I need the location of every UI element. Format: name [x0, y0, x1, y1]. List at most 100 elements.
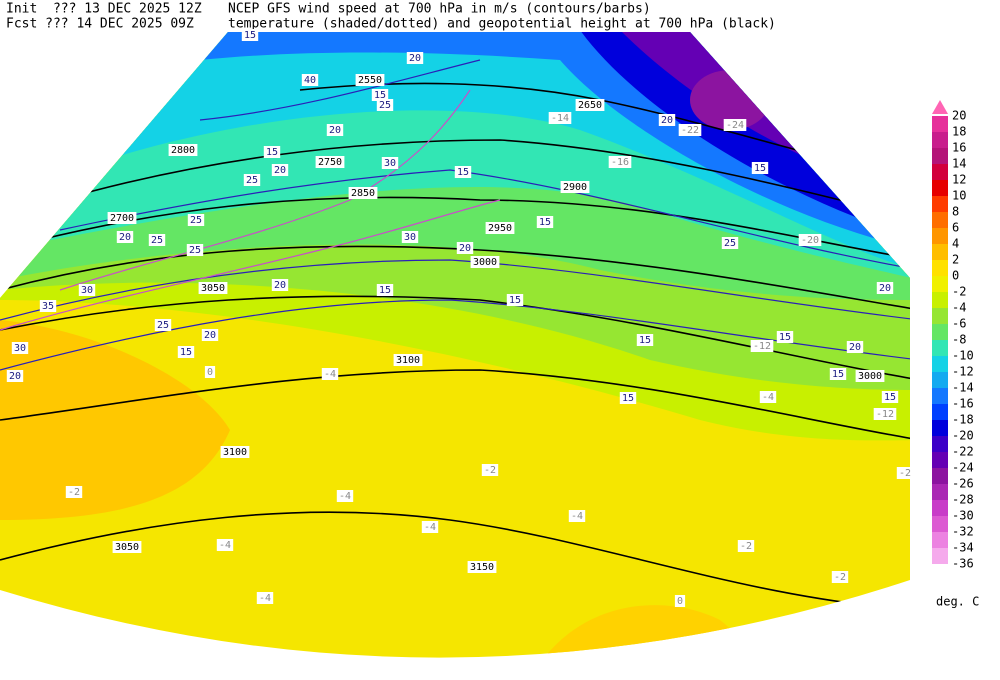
label-box	[896, 467, 914, 479]
temperature-label: -4	[571, 511, 583, 522]
wind-label: 25	[724, 238, 736, 249]
colorbar-tick-label: -8	[952, 333, 966, 347]
label-box	[751, 162, 769, 174]
temperature-label: -20	[801, 235, 819, 246]
wind-label: 20	[9, 371, 21, 382]
label-box	[393, 354, 423, 366]
colorbar-tick-label: -24	[952, 461, 974, 475]
label-box	[355, 74, 385, 86]
wind-label: 25	[246, 175, 258, 186]
colorbar-tick-label: 10	[952, 189, 966, 203]
temperature-label: -2	[68, 487, 80, 498]
label-box	[873, 408, 897, 420]
height-label: 2700	[110, 213, 134, 224]
label-box	[798, 234, 822, 246]
label-box	[846, 341, 864, 353]
colorbar-tick-label: 12	[952, 173, 966, 187]
label-box	[177, 346, 195, 358]
colorbar-swatch	[932, 164, 948, 180]
colorbar-tick-label: -2	[952, 285, 966, 299]
wind-label: 20	[879, 283, 891, 294]
label-box	[421, 521, 439, 533]
label-box	[829, 368, 847, 380]
wind-label: 20	[204, 330, 216, 341]
height-label: 2750	[318, 157, 342, 168]
colorbar-tick-label: 14	[952, 157, 966, 171]
colorbar-tick-label: -16	[952, 397, 974, 411]
colorbar-swatch	[932, 196, 948, 212]
colorbar-swatch	[932, 436, 948, 452]
height-label: 3000	[858, 371, 882, 382]
colorbar-tick-label: 18	[952, 125, 966, 139]
label-box	[336, 490, 354, 502]
colorbar-tick-label: -18	[952, 413, 974, 427]
label-box	[470, 256, 500, 268]
temperature-label: -22	[681, 125, 699, 136]
wind-label: 20	[119, 232, 131, 243]
colorbar-tick-label: 8	[952, 205, 959, 219]
colorbar-tick-label: 20	[952, 109, 966, 123]
label-box	[536, 216, 554, 228]
colorbar-swatch	[932, 292, 948, 308]
label-box	[321, 368, 339, 380]
label-box	[263, 146, 281, 158]
colorbar-swatch	[932, 212, 948, 228]
label-box	[831, 571, 849, 583]
label-box	[78, 284, 96, 296]
height-label: 2650	[578, 100, 602, 111]
temperature-label: -2	[484, 465, 496, 476]
temperature-label: -2	[740, 541, 752, 552]
wind-label: 20	[329, 125, 341, 136]
colorbar-swatch	[932, 260, 948, 276]
wind-label: 25	[151, 235, 163, 246]
colorbar-tick-label: 0	[952, 269, 959, 283]
wind-label: 15	[539, 217, 551, 228]
header-title: NCEP GFS wind speed at 700 hPa in m/s (c…	[228, 2, 651, 17]
colorbar-tick-label: -28	[952, 493, 974, 507]
wind-label: 30	[404, 232, 416, 243]
label-box	[301, 74, 319, 86]
label-box	[271, 164, 289, 176]
colorbar-tick-label: -10	[952, 349, 974, 363]
wind-label: 30	[384, 158, 396, 169]
colorbar-swatch	[932, 276, 948, 292]
wind-label: 15	[639, 335, 651, 346]
wind-label: 15	[457, 167, 469, 178]
label-box	[65, 486, 83, 498]
wind-label: 20	[274, 165, 286, 176]
temperature-label: -12	[876, 409, 894, 420]
label-box	[348, 187, 378, 199]
colorbar-tick-label: -4	[952, 301, 966, 315]
wind-label: 15	[779, 332, 791, 343]
colorbar-tick-label: 16	[952, 141, 966, 155]
colorbar-swatch	[932, 116, 948, 132]
wind-label: 25	[379, 100, 391, 111]
colorbar-tick-label: 2	[952, 253, 959, 267]
label-box	[112, 541, 142, 553]
height-label: 2800	[171, 145, 195, 156]
label-box	[315, 156, 345, 168]
temperature-label: -2	[834, 572, 846, 583]
temperature-label: -24	[726, 120, 744, 131]
colorbar-tick-label: -14	[952, 381, 974, 395]
label-box	[241, 29, 259, 41]
height-label: 3150	[470, 562, 494, 573]
wind-label: 15	[244, 30, 256, 41]
label-box	[406, 52, 424, 64]
colorbar-tick-label: 6	[952, 221, 959, 235]
colorbar-tick-label: -30	[952, 509, 974, 523]
label-box	[201, 329, 219, 341]
wind-label: 30	[14, 343, 26, 354]
wind-label: 15	[754, 163, 766, 174]
colorbar-swatch	[932, 404, 948, 420]
colorbar-swatch	[932, 468, 948, 484]
label-box	[506, 294, 524, 306]
label-box	[481, 464, 499, 476]
height-label: 2950	[488, 223, 512, 234]
wind-label: 20	[409, 53, 421, 64]
label-box	[485, 222, 515, 234]
colorbar-swatch	[932, 308, 948, 324]
colorbar-swatch	[932, 452, 948, 468]
colorbar-swatch	[932, 356, 948, 372]
